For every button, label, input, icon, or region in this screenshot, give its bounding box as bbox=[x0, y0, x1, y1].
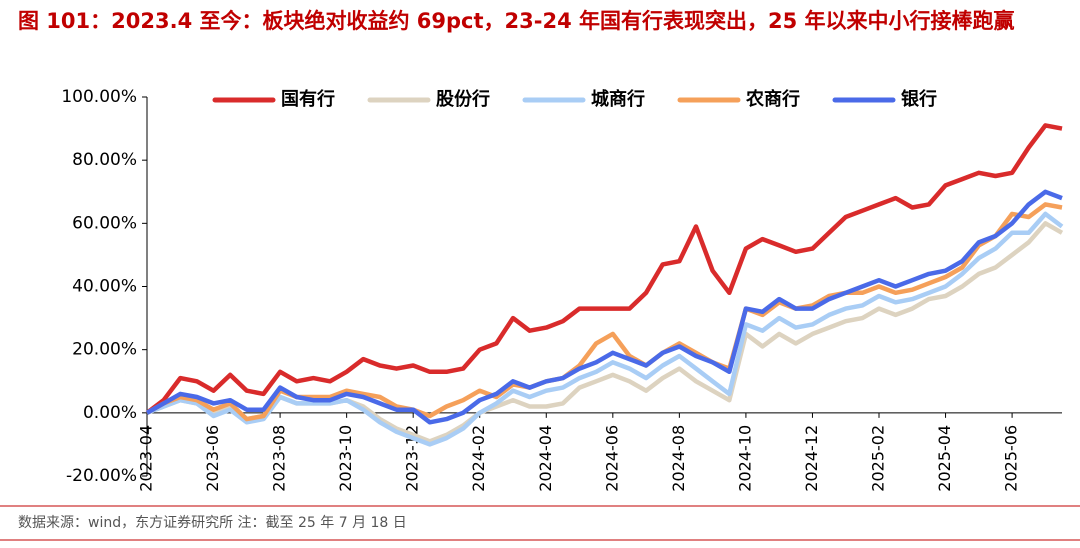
x-tick-label: 2024-12 bbox=[802, 425, 821, 492]
legend-label: 城商行 bbox=[591, 88, 645, 110]
series-line bbox=[145, 202, 1063, 422]
series-line bbox=[145, 123, 1063, 415]
x-tick-label: 2023-06 bbox=[203, 425, 222, 492]
x-tick-label: 2024-02 bbox=[469, 425, 488, 492]
x-tick-label: 2023-08 bbox=[270, 425, 289, 492]
y-tick-label: 60.00% bbox=[72, 213, 137, 233]
legend-label: 国有行 bbox=[281, 88, 335, 110]
series-line bbox=[146, 221, 1064, 444]
source-note: 数据来源：wind，东方证券研究所 注：截至 25 年 7 月 18 日 bbox=[18, 515, 407, 531]
x-tick-label: 2024-10 bbox=[735, 425, 754, 492]
x-tick-label: 2025-06 bbox=[1002, 425, 1021, 492]
y-tick-label: 80.00% bbox=[72, 150, 137, 170]
x-tick-label: 2024-08 bbox=[669, 425, 688, 492]
legend-label: 股份行 bbox=[435, 88, 490, 110]
x-tick-label: 2024-04 bbox=[536, 425, 555, 492]
series-line bbox=[146, 211, 1064, 447]
legend-label: 农商行 bbox=[745, 88, 800, 110]
x-tick-label: 2024-06 bbox=[602, 425, 621, 492]
x-tick-label: 2025-04 bbox=[935, 425, 954, 492]
x-tick-label: 2025-02 bbox=[869, 425, 888, 492]
y-tick-label: 100.00% bbox=[61, 87, 137, 107]
x-tick-label: 2023-10 bbox=[336, 425, 355, 492]
series-line bbox=[145, 189, 1063, 425]
chart-title: 图 101：2023.4 至今：板块绝对收益约 69pct，23-24 年国有行… bbox=[18, 9, 1015, 33]
y-tick-label: -20.00% bbox=[66, 466, 137, 486]
y-tick-label: 20.00% bbox=[72, 340, 137, 360]
y-tick-label: 40.00% bbox=[72, 277, 137, 297]
x-tick-label: 2023-04 bbox=[137, 425, 156, 492]
y-tick-label: 0.00% bbox=[83, 403, 137, 423]
legend-label: 银行 bbox=[901, 88, 937, 110]
